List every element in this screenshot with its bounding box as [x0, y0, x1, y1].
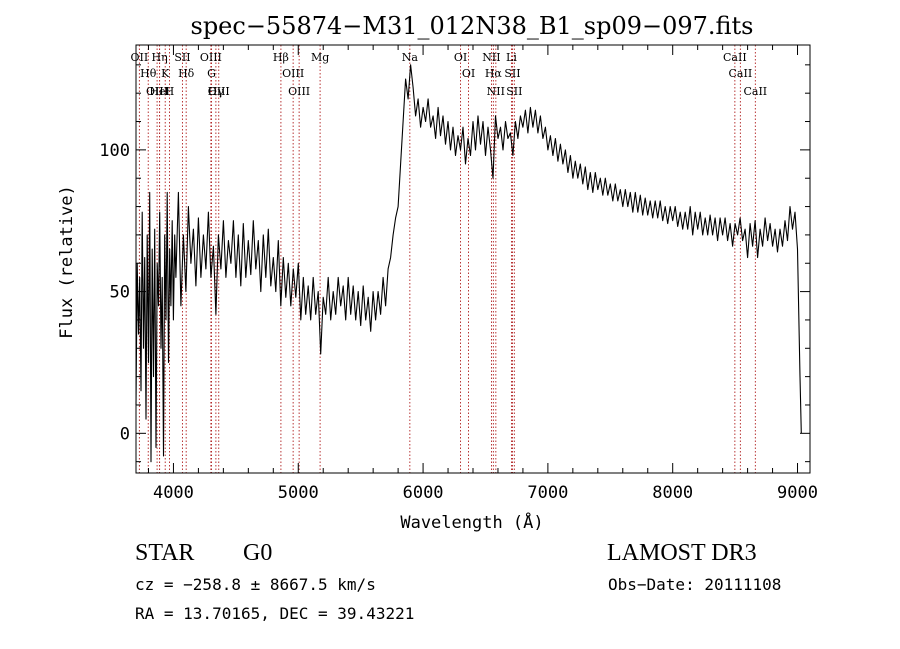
x-tick-label-9000: 9000 [777, 483, 818, 503]
line-marker-label-5: HeI [149, 85, 169, 98]
line-marker-label-25: SII [506, 85, 522, 98]
line-marker-label-2: OIII [146, 85, 168, 98]
redshift-velocity: cz = −258.8 ± 8667.5 km/s [135, 575, 376, 594]
line-marker-label-14: OIII [282, 67, 304, 80]
spectrum-chart: spec−55874−M31_012N38_B1_sp09−097.fits O… [57, 12, 818, 533]
object-subclass: G0 [243, 540, 273, 566]
x-tick-label-7000: 7000 [527, 483, 568, 503]
line-marker-label-22: NII [487, 85, 505, 98]
x-tick-label-4000: 4000 [153, 483, 194, 503]
line-marker-label-6: H [165, 85, 175, 98]
x-tick-label-8000: 8000 [652, 483, 693, 503]
axis-ticks [136, 45, 810, 473]
line-marker-label-1: Hθ [140, 67, 157, 80]
line-marker-label-18: OI [454, 51, 467, 64]
line-marker-label-0: OII [131, 51, 149, 64]
line-marker-label-4: Hη [151, 51, 167, 64]
line-marker-label-27: CaII [729, 67, 753, 80]
coordinates-ra-dec: RA = 13.70165, DEC = 39.43221 [135, 604, 415, 623]
y-tick-label-0: 0 [120, 424, 130, 444]
x-axis-label: Wavelength (Å) [400, 511, 543, 533]
chart-title: spec−55874−M31_012N38_B1_sp09−097.fits [191, 12, 754, 40]
observation-date: Obs−Date: 20111108 [608, 575, 782, 594]
line-marker-labels: OIIHθOIIIHηHeIKHSIIHδOIIIGHγOIIIHβOIIIOI… [131, 51, 768, 98]
line-markers [138, 45, 756, 473]
line-marker-label-26: CaII [723, 51, 747, 64]
line-marker-label-13: Hβ [273, 51, 289, 64]
x-tick-label-5000: 5000 [278, 483, 319, 503]
line-marker-label-19: OI [462, 67, 475, 80]
survey-name: LAMOST DR3 [607, 540, 757, 566]
line-marker-label-16: Mg [311, 51, 329, 64]
y-tick-label-100: 100 [99, 141, 130, 161]
object-class: STAR [135, 540, 195, 566]
line-marker-label-7: SII [174, 51, 190, 64]
line-marker-label-23: SII [504, 67, 520, 80]
line-marker-label-12: OIII [208, 85, 230, 98]
line-marker-label-11: G [207, 67, 216, 80]
line-marker-label-21: NII [482, 51, 500, 64]
line-marker-label-15: OIII [288, 85, 310, 98]
axis-tick-labels: 4000 5000 6000 7000 8000 9000 0 50 100 [99, 141, 818, 503]
line-marker-label-9: OIII [200, 51, 222, 64]
x-tick-label-6000: 6000 [403, 483, 444, 503]
line-marker-label-24: Li [506, 51, 517, 64]
line-marker-label-28: CaII [743, 85, 767, 98]
y-axis-label: Flux (relative) [57, 185, 77, 339]
line-marker-label-20: Hα [485, 67, 503, 80]
line-marker-label-8: Hδ [178, 67, 195, 80]
y-tick-label-50: 50 [110, 283, 130, 303]
line-marker-label-3: K [161, 67, 170, 80]
line-marker-label-10: Hγ [208, 85, 225, 98]
line-marker-label-17: Na [402, 51, 419, 64]
flux-series-line [135, 64, 802, 463]
